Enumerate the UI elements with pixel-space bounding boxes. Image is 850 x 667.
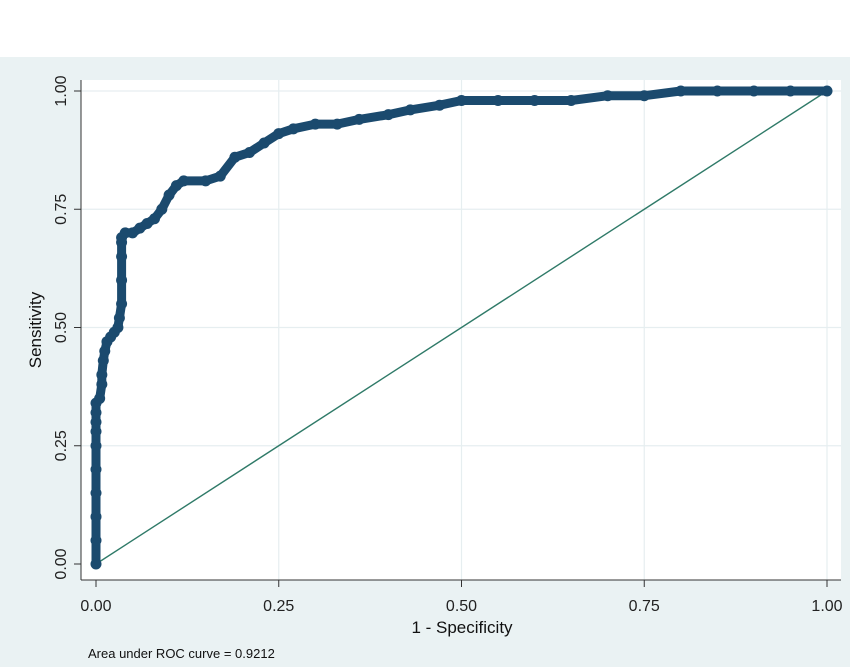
roc-point	[784, 85, 796, 97]
roc-point	[748, 85, 760, 97]
roc-point	[156, 203, 168, 215]
roc-point	[244, 146, 256, 158]
y-tick-label: 0.25	[53, 430, 70, 461]
roc-point	[90, 407, 102, 419]
roc-point	[675, 85, 687, 97]
roc-point	[90, 416, 102, 428]
roc-point	[565, 94, 577, 106]
roc-point	[163, 189, 175, 201]
axis-ticks: 0.00 0.25 0.50 0.75 1.00 0.00 0.25 0.50 0.75 1.00	[53, 75, 843, 615]
roc-point	[602, 90, 614, 102]
x-tick-label: 0.50	[446, 598, 477, 615]
x-tick-label: 0.75	[629, 598, 660, 615]
roc-point	[112, 322, 124, 333]
roc-point	[258, 137, 270, 149]
roc-point	[214, 170, 226, 182]
y-tick-label: 0.50	[53, 312, 70, 343]
roc-point	[178, 175, 190, 187]
x-tick-label: 0.25	[263, 598, 294, 615]
roc-point	[309, 118, 321, 130]
roc-curve	[90, 85, 833, 570]
roc-point	[200, 175, 212, 187]
roc-point	[99, 345, 111, 357]
x-tick-label: 1.00	[811, 598, 842, 615]
x-tick-label: 0.00	[80, 598, 111, 615]
y-axis-title: Sensitivity	[26, 291, 45, 368]
auc-note: Area under ROC curve = 0.9212	[88, 646, 275, 661]
top-strip	[0, 0, 850, 57]
roc-point	[116, 251, 128, 263]
y-tick-label: 0.75	[53, 194, 70, 225]
roc-point	[90, 534, 102, 546]
roc-point	[229, 151, 241, 163]
roc-point	[90, 463, 102, 475]
roc-point	[821, 85, 833, 97]
roc-point	[331, 118, 343, 130]
roc-point	[116, 298, 128, 310]
roc-point	[456, 94, 467, 106]
roc-point	[273, 128, 285, 140]
roc-point	[90, 558, 102, 570]
roc-point	[404, 104, 416, 116]
y-tick-label: 0.00	[53, 548, 70, 579]
roc-point	[353, 113, 365, 125]
roc-point	[638, 90, 650, 102]
roc-point	[492, 94, 504, 106]
roc-point	[434, 99, 446, 111]
y-tick-label: 1.00	[53, 75, 70, 106]
roc-point	[96, 369, 108, 381]
roc-point	[90, 426, 102, 438]
roc-point	[90, 511, 102, 523]
roc-point	[96, 378, 108, 390]
roc-point	[116, 274, 128, 286]
roc-point	[97, 355, 109, 367]
roc-point	[113, 312, 125, 324]
roc-point	[529, 94, 541, 106]
roc-point	[382, 109, 394, 121]
roc-point	[711, 85, 723, 97]
roc-point	[90, 487, 102, 499]
roc-point	[90, 440, 102, 452]
roc-point	[287, 123, 299, 135]
reference-line	[95, 90, 828, 565]
x-axis-title: 1 - Specificity	[411, 618, 513, 637]
roc-point	[148, 213, 160, 225]
roc-point	[94, 392, 106, 404]
